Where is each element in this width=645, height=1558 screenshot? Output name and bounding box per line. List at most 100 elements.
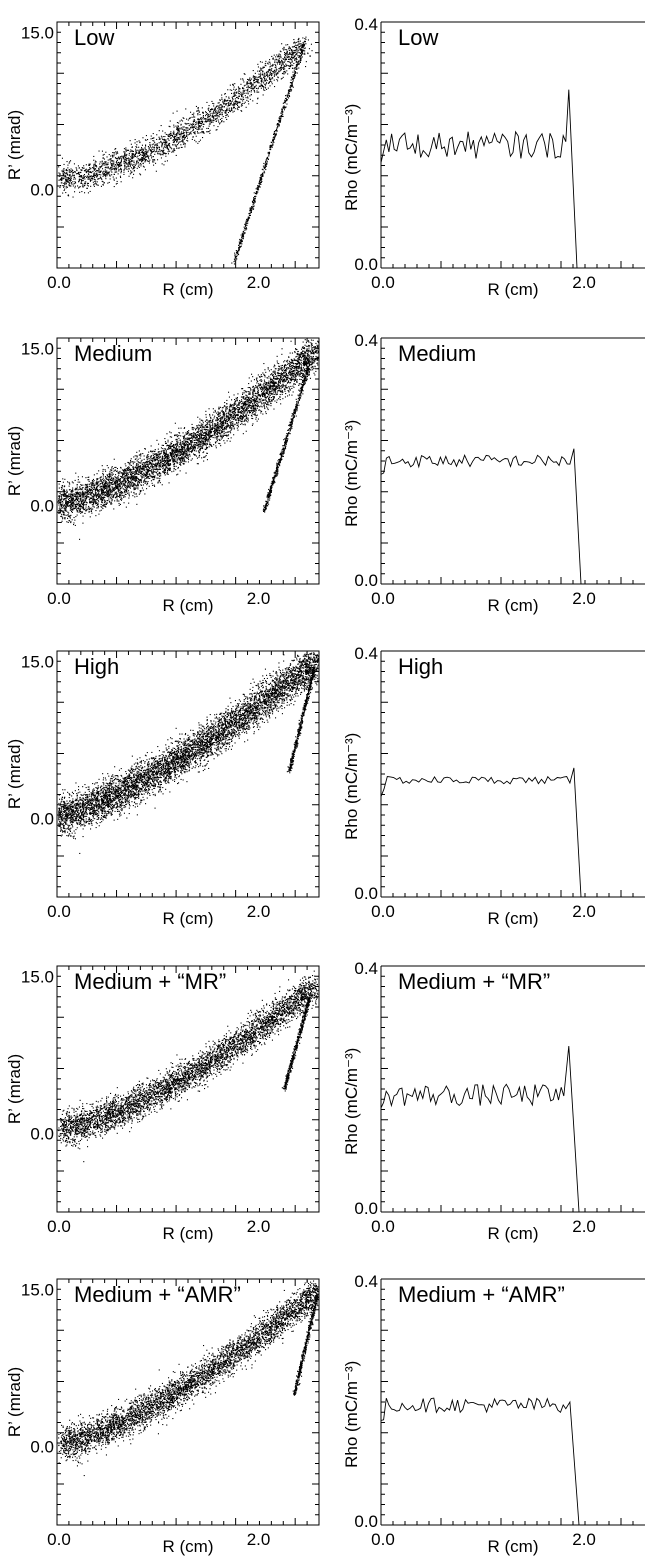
scatter-point <box>89 180 91 182</box>
scatter-point <box>100 493 102 495</box>
scatter-point <box>138 166 140 168</box>
scatter-point <box>246 407 248 409</box>
scatter-point <box>233 404 235 406</box>
scatter-point <box>288 55 290 57</box>
scatter-point <box>236 91 238 93</box>
scatter-point <box>125 157 127 159</box>
scatter-point <box>273 131 275 133</box>
scatter-point <box>172 451 174 453</box>
scatter-point <box>145 149 147 151</box>
scatter-point <box>297 64 299 66</box>
scatter-point <box>182 131 184 133</box>
scatter-point <box>202 131 204 133</box>
scatter-point <box>110 170 112 172</box>
scatter-point <box>87 175 89 177</box>
scatter-point <box>124 493 126 495</box>
scatter-point <box>89 163 91 165</box>
scatter-point <box>233 92 235 94</box>
scatter-point <box>67 167 69 169</box>
scatter-point <box>127 149 129 151</box>
scatter-point <box>184 129 186 131</box>
scatter-point <box>75 472 77 474</box>
scatter-point <box>251 405 253 407</box>
scatter-point <box>59 175 61 177</box>
scatter-point <box>175 138 177 140</box>
scatter-point <box>60 178 62 180</box>
scatter-point <box>298 37 300 39</box>
scatter-point <box>69 172 71 174</box>
scatter-point <box>205 414 207 416</box>
scatter-point <box>114 157 116 159</box>
scatter-point <box>263 162 265 164</box>
y-axis-title: Rho (mC/m⁻³) <box>342 104 361 211</box>
scatter-point <box>176 136 178 138</box>
scatter-point <box>249 87 251 89</box>
scatter-point <box>312 359 314 361</box>
scatter-point <box>265 411 267 413</box>
panel-label: Low <box>398 25 438 50</box>
scatter-point <box>101 180 103 182</box>
scatter-point <box>246 404 248 406</box>
scatter-point <box>154 449 156 451</box>
scatter-point <box>112 479 114 481</box>
scatter-point <box>287 73 289 75</box>
scatter-point <box>197 450 199 452</box>
scatter-point <box>269 73 271 75</box>
scatter-point <box>72 170 74 172</box>
scatter-point <box>219 423 221 425</box>
scatter-point <box>214 423 216 425</box>
scatter-point <box>234 83 236 85</box>
scatter-point <box>88 485 90 487</box>
scatter-point <box>277 61 279 63</box>
scatter-point <box>158 473 160 475</box>
scatter-point <box>278 54 280 56</box>
scatter-point <box>79 491 81 493</box>
scatter-point <box>85 181 87 183</box>
scatter-point <box>68 497 70 499</box>
scatter-point <box>216 427 218 429</box>
scatter-point <box>263 87 265 89</box>
scatter-point <box>133 160 135 162</box>
scatter-point <box>125 159 127 161</box>
scatter-point <box>240 98 242 100</box>
scatter-point <box>159 477 161 479</box>
scatter-point <box>156 134 158 136</box>
x-axis-title: R (cm) <box>488 280 539 299</box>
scatter-point <box>125 506 127 508</box>
scatter-point <box>109 488 111 490</box>
scatter-point <box>261 78 263 80</box>
scatter-point <box>251 78 253 80</box>
scatter-point <box>275 68 277 70</box>
scatter-point <box>108 167 110 169</box>
scatter-point <box>176 135 178 137</box>
scatter-point <box>280 65 282 67</box>
scatter-point <box>250 87 252 89</box>
scatter-point <box>278 60 280 62</box>
scatter-point <box>115 177 117 179</box>
scatter-point <box>93 183 95 185</box>
scatter-point <box>235 102 237 104</box>
scatter-point <box>209 428 211 430</box>
scatter-point <box>270 369 272 371</box>
scatter-point <box>98 173 100 175</box>
scatter-point <box>62 169 64 171</box>
scatter-point <box>270 141 272 143</box>
scatter-point <box>251 84 253 86</box>
scatter-point <box>128 160 130 162</box>
scatter-point <box>243 226 245 228</box>
scatter-point <box>297 49 299 51</box>
scatter-point <box>311 50 313 52</box>
scatter-point <box>311 343 313 345</box>
scatter-point <box>143 153 145 155</box>
scatter-point <box>284 60 286 62</box>
scatter-point <box>286 99 288 101</box>
scatter-point <box>193 120 195 122</box>
scatter-point <box>72 181 74 183</box>
scatter-point <box>297 51 299 53</box>
scatter-point <box>95 168 97 170</box>
scatter-point <box>154 153 156 155</box>
scatter-point <box>251 88 253 90</box>
scatter-point <box>104 487 106 489</box>
scatter-point <box>83 502 85 504</box>
scatter-point <box>253 82 255 84</box>
